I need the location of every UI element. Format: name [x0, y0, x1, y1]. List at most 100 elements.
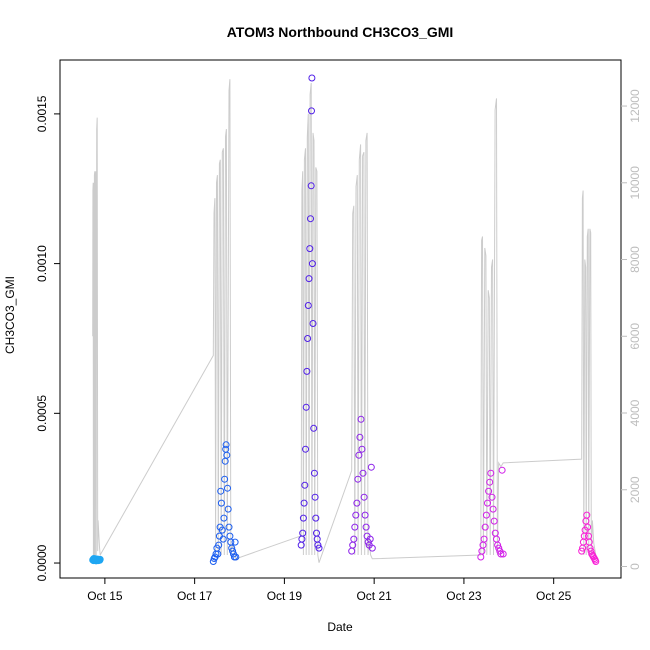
data-point	[210, 555, 218, 562]
y-axis-label: CH3CO3_GMI	[3, 276, 17, 354]
data-point	[219, 535, 227, 543]
y2-tick-label: 6000	[628, 323, 642, 350]
data-point	[482, 511, 490, 519]
data-point	[232, 553, 240, 561]
data-point	[592, 558, 600, 565]
data-point	[353, 499, 361, 507]
data-point	[499, 550, 507, 558]
x-axis: Oct 15 Oct 17 Oct 19 Oct 21 Oct 23 Oct 25	[87, 578, 572, 603]
data-point	[96, 555, 104, 563]
data-point	[299, 529, 307, 537]
data-point	[312, 514, 320, 522]
y-tick-label: 0.0005	[35, 395, 49, 432]
data-point	[498, 466, 506, 474]
y2-tick-label: 12000	[628, 89, 642, 123]
data-point	[220, 514, 228, 522]
data-point	[222, 441, 230, 449]
data-point	[478, 547, 486, 555]
y2-tick-label: 8000	[628, 246, 642, 273]
data-point	[481, 523, 489, 531]
data-point	[310, 469, 318, 477]
x-tick-label: Oct 17	[177, 589, 213, 603]
data-point	[487, 469, 495, 477]
data-point	[217, 487, 225, 495]
y-axis: 0.0000 0.0005 0.0010 0.0015	[35, 95, 60, 581]
altitude-series-line	[92, 79, 597, 563]
data-point	[351, 523, 359, 531]
data-point	[495, 544, 503, 552]
data-point	[489, 505, 497, 513]
y-tick-label: 0.0010	[35, 245, 49, 282]
data-point	[367, 463, 375, 471]
data-point	[490, 517, 498, 525]
data-point	[302, 445, 309, 453]
y2-tick-label: 4000	[628, 399, 642, 426]
data-point	[587, 547, 595, 555]
data-point	[480, 535, 488, 543]
data-point	[218, 526, 226, 534]
x-tick-label: Oct 23	[446, 589, 482, 603]
data-point	[308, 260, 316, 268]
data-point	[224, 484, 231, 492]
data-point	[225, 523, 233, 531]
data-point	[304, 302, 312, 309]
x-tick-label: Oct 19	[267, 589, 303, 603]
data-point	[302, 403, 310, 411]
data-point	[366, 535, 374, 543]
data-point	[303, 367, 311, 375]
data-point	[298, 535, 306, 543]
y2-tick-label: 10000	[628, 166, 642, 200]
x-axis-label: Date	[327, 620, 353, 634]
data-point	[224, 505, 232, 513]
data-point	[231, 538, 239, 546]
data-point	[307, 182, 315, 190]
data-point	[355, 451, 363, 459]
data-point	[493, 535, 500, 543]
secondary-y-axis: 0 2000 4000 6000 8000 10000 12000	[621, 89, 642, 570]
y2-tick-label: 0	[628, 563, 642, 570]
data-point	[217, 499, 225, 507]
data-point	[301, 481, 309, 489]
altitude-lines	[92, 79, 597, 563]
data-point	[310, 424, 318, 432]
data-point	[488, 493, 496, 501]
data-point	[360, 493, 368, 501]
data-point	[305, 275, 313, 283]
data-point	[362, 523, 370, 531]
y2-tick-label: 2000	[628, 476, 642, 503]
data-point	[309, 320, 317, 327]
data-point	[215, 541, 223, 549]
data-point	[583, 511, 591, 519]
data-point	[311, 493, 319, 501]
data-point	[368, 544, 376, 552]
chart-title: ATOM3 Northbound CH3CO3_GMI	[227, 24, 454, 40]
data-point	[350, 535, 358, 543]
x-tick-label: Oct 15	[87, 589, 123, 603]
data-point	[307, 215, 314, 223]
data-point	[299, 514, 307, 522]
x-tick-label: Oct 25	[536, 589, 572, 603]
data-point	[348, 547, 356, 555]
data-point	[221, 475, 229, 483]
data-point	[494, 541, 502, 549]
data-point	[306, 245, 314, 253]
x-tick-label: Oct 21	[356, 589, 392, 603]
data-point	[304, 335, 312, 342]
data-point	[485, 487, 493, 495]
data-point	[214, 550, 222, 558]
plot-frame	[59, 59, 622, 579]
data-point	[584, 523, 592, 531]
data-point	[308, 107, 315, 115]
data-point	[356, 433, 364, 441]
data-point	[361, 511, 369, 519]
data-point	[308, 74, 316, 82]
data-point	[209, 558, 217, 565]
data-point	[359, 469, 367, 477]
data-point	[223, 451, 231, 459]
data-point	[314, 541, 322, 549]
data-point	[357, 415, 365, 423]
y-tick-label: 0.0000	[35, 544, 49, 581]
data-point	[358, 445, 366, 453]
data-point	[352, 511, 360, 519]
